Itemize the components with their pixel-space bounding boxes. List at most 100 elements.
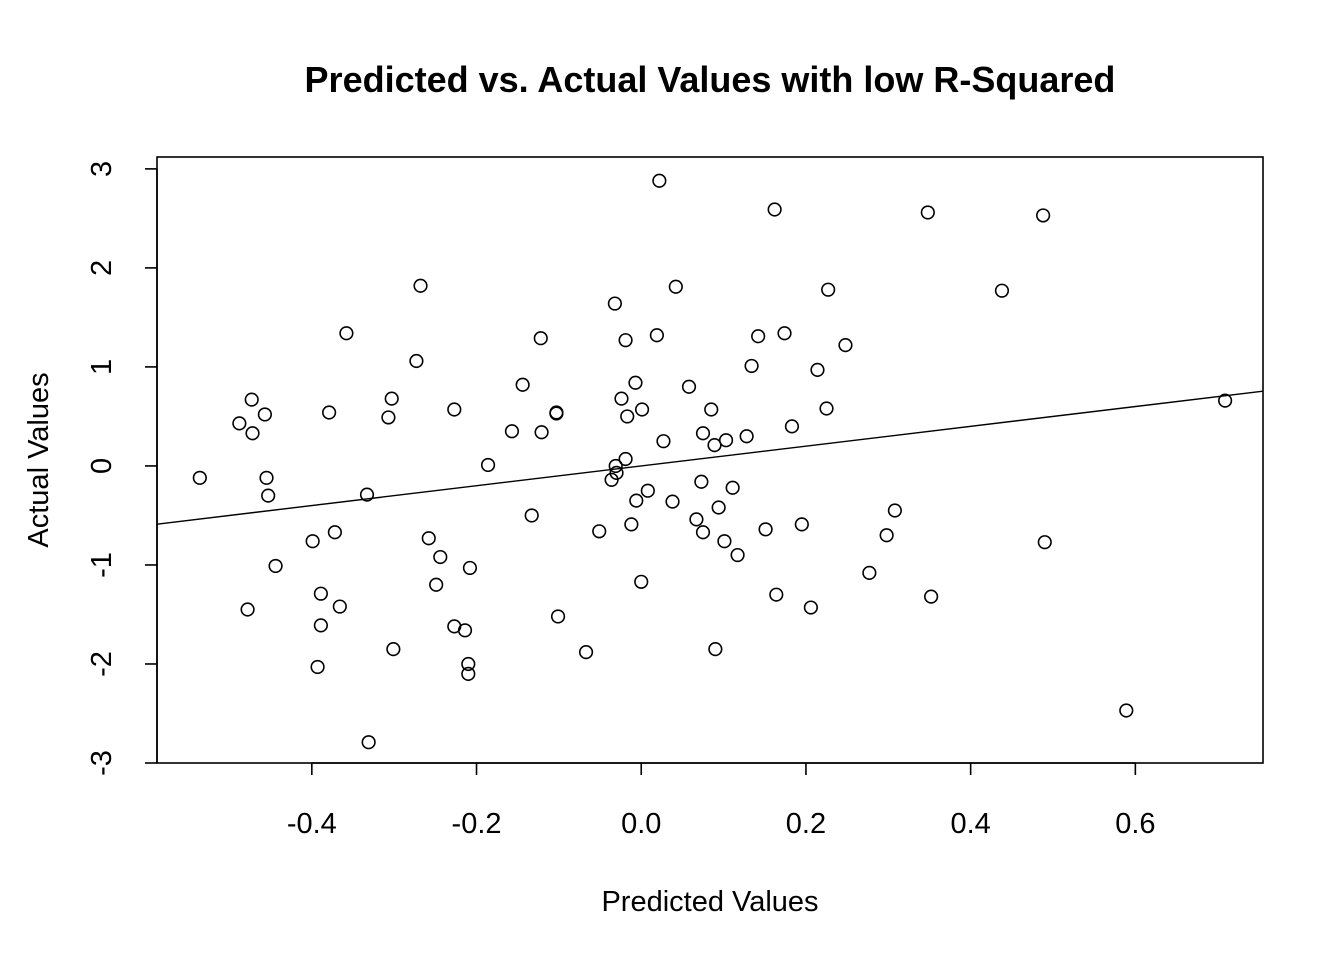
data-point — [1037, 535, 1052, 550]
data-point — [609, 465, 624, 480]
data-point — [257, 407, 272, 422]
data-point — [313, 618, 328, 633]
data-point — [386, 642, 401, 657]
data-point — [810, 362, 825, 377]
data-point — [634, 402, 650, 417]
data-point — [707, 438, 722, 453]
plot-area-frame — [156, 156, 1264, 764]
regression-line — [157, 390, 1263, 525]
data-point — [730, 547, 745, 563]
regression-line-layer — [157, 390, 1263, 525]
data-point — [725, 480, 740, 495]
data-point — [634, 574, 649, 589]
data-point — [504, 424, 520, 439]
data-point — [245, 426, 260, 441]
y-tick-label: 3 — [86, 161, 118, 177]
data-point — [534, 425, 549, 440]
data-point — [550, 609, 566, 624]
data-point — [480, 457, 496, 473]
data-point — [310, 659, 325, 675]
data-point — [313, 586, 328, 601]
data-point — [652, 173, 667, 188]
y-axis: -3 -2 -1 0 1 2 3 — [86, 161, 158, 776]
y-tick-label: -2 — [86, 651, 118, 677]
data-point — [332, 599, 347, 614]
data-point — [628, 375, 643, 390]
data-point — [704, 402, 719, 417]
data-point — [327, 525, 342, 540]
data-point — [767, 202, 782, 217]
data-point — [708, 642, 723, 657]
data-point — [665, 494, 680, 509]
data-point — [268, 558, 283, 574]
data-point — [381, 410, 396, 425]
data-point — [608, 458, 623, 474]
data-point — [668, 279, 683, 294]
data-point — [457, 623, 473, 638]
x-tick-label: 0.4 — [950, 808, 990, 840]
data-point — [838, 338, 853, 353]
data-point — [447, 402, 462, 417]
data-point — [240, 602, 255, 617]
data-point — [689, 512, 704, 527]
data-point — [879, 528, 894, 543]
data-point — [361, 735, 376, 750]
data-point — [429, 577, 444, 592]
data-point — [994, 283, 1010, 298]
data-point — [711, 500, 726, 515]
data-point — [629, 493, 644, 508]
x-tick-label: 0.6 — [1115, 808, 1155, 840]
data-point — [592, 524, 607, 539]
data-point — [305, 534, 320, 549]
data-point — [524, 508, 539, 523]
y-axis-label: Actual Values — [23, 372, 55, 547]
data-point — [461, 656, 476, 672]
data-point — [259, 470, 274, 485]
data-point — [739, 429, 754, 444]
data-point — [618, 333, 633, 348]
data-point — [409, 353, 424, 369]
data-point — [618, 451, 633, 467]
data-point — [656, 434, 671, 449]
data-points-layer — [192, 173, 1233, 750]
y-tick-label: 0 — [86, 458, 118, 474]
data-point — [784, 419, 800, 434]
data-point — [920, 205, 935, 220]
data-point — [751, 329, 766, 344]
x-tick-label: -0.2 — [452, 808, 502, 840]
data-point — [758, 522, 773, 537]
data-point — [769, 587, 784, 602]
data-point — [649, 328, 664, 343]
x-tick-label: -0.4 — [287, 808, 337, 840]
data-point — [640, 483, 655, 498]
data-point — [924, 589, 939, 604]
y-tick-label: -3 — [86, 750, 118, 776]
data-point — [777, 326, 792, 341]
data-point — [433, 549, 448, 565]
data-point — [821, 282, 836, 297]
data-point — [322, 405, 337, 420]
data-point — [694, 474, 709, 489]
x-tick-label: 0.0 — [621, 808, 661, 840]
data-point — [421, 531, 436, 546]
chart-title: Predicted vs. Actual Values with low R-S… — [305, 59, 1116, 100]
x-axis: -0.4 -0.2 0.0 0.2 0.4 0.6 — [287, 762, 1156, 840]
data-point — [192, 470, 207, 485]
data-point — [244, 392, 259, 407]
data-point — [1119, 703, 1134, 718]
data-point — [515, 377, 530, 392]
x-tick-label: 0.2 — [786, 808, 826, 840]
data-point — [359, 487, 375, 502]
data-point — [624, 517, 639, 532]
data-point — [607, 296, 622, 311]
data-point — [413, 278, 428, 293]
data-point — [794, 517, 809, 532]
data-point — [681, 379, 697, 394]
data-point — [744, 358, 759, 374]
data-point — [695, 426, 711, 441]
data-point — [695, 525, 711, 540]
y-tick-label: 2 — [86, 260, 118, 276]
data-point — [232, 416, 247, 431]
data-point — [803, 600, 818, 615]
data-point — [819, 401, 834, 416]
